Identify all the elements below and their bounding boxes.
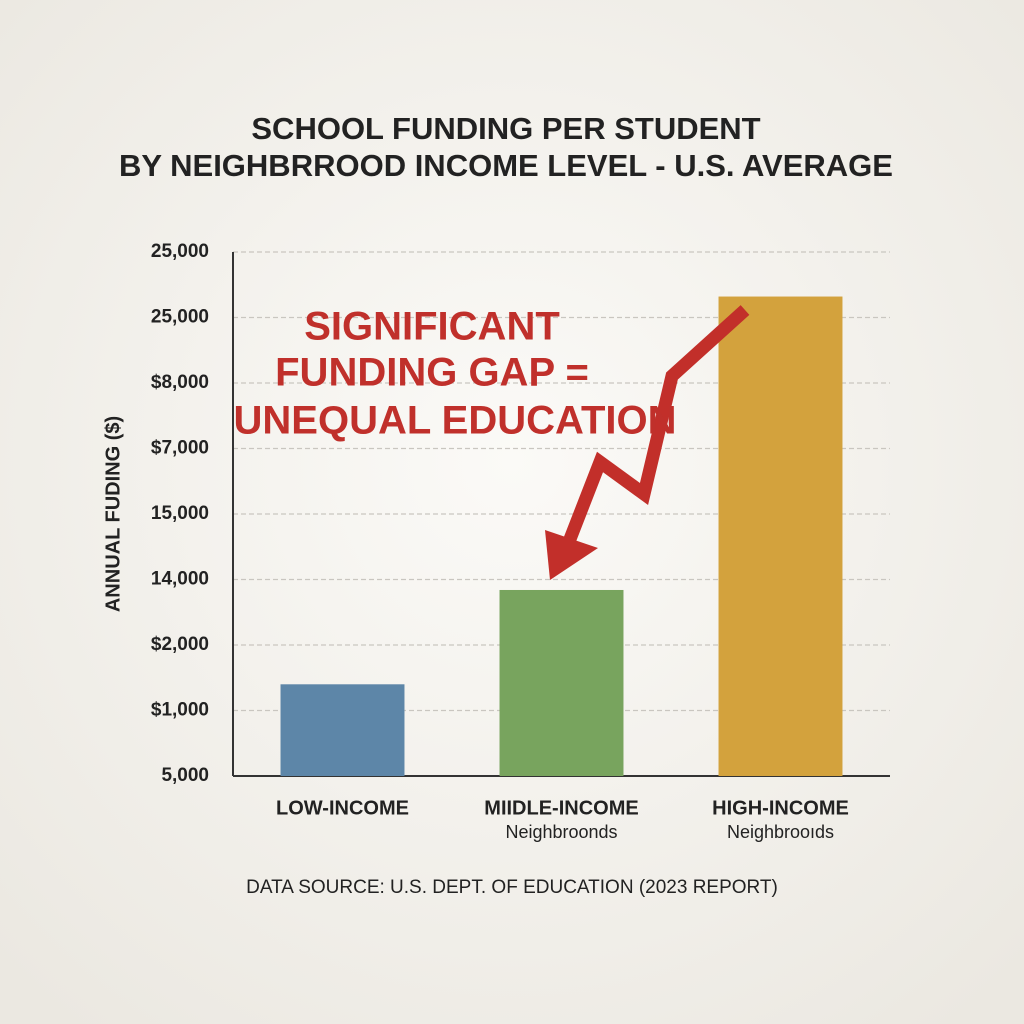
bar	[718, 296, 843, 776]
bar	[280, 684, 405, 776]
annotation-arrow	[558, 305, 750, 555]
x-tick-label: MIIDLE-INCOME	[484, 797, 638, 819]
chart-title: SCHOOL FUNDING PER STUDENT	[251, 111, 760, 146]
y-tick-label: $2,000	[151, 634, 209, 655]
y-tick-label: 14,000	[151, 569, 209, 590]
x-tick-label: LOW-INCOME	[276, 797, 409, 819]
x-tick-sublabel: Neighbrooıds	[727, 822, 834, 842]
chart-title: BY NEIGHBRROOD INCOME LEVEL - U.S. AVERA…	[119, 148, 893, 183]
x-tick-sublabel: Neighbroonds	[505, 822, 617, 842]
y-tick-label: 15,000	[151, 503, 209, 524]
annotation: FUNDING GAP =	[275, 351, 589, 395]
annotation: SIGNIFICANT	[304, 305, 560, 349]
y-tick-label: 25,000	[151, 241, 209, 262]
y-tick-label: $8,000	[151, 372, 209, 393]
y-tick-label: $7,000	[151, 438, 209, 459]
y-tick-label: 5,000	[161, 765, 209, 786]
bar	[499, 589, 624, 776]
y-tick-label: $1,000	[151, 700, 209, 721]
annotation: UNEQUAL EDUCATION	[234, 399, 677, 443]
y-tick-label: 25,000	[151, 307, 209, 328]
arrow-head	[545, 530, 598, 580]
y-axis-label: ANNUAL FUDING ($)	[102, 416, 124, 612]
x-tick-label: HIGH-INCOME	[712, 797, 849, 819]
source-note: DATA SOURCE: U.S. DEPT. OF EDUCATION (20…	[246, 877, 778, 898]
